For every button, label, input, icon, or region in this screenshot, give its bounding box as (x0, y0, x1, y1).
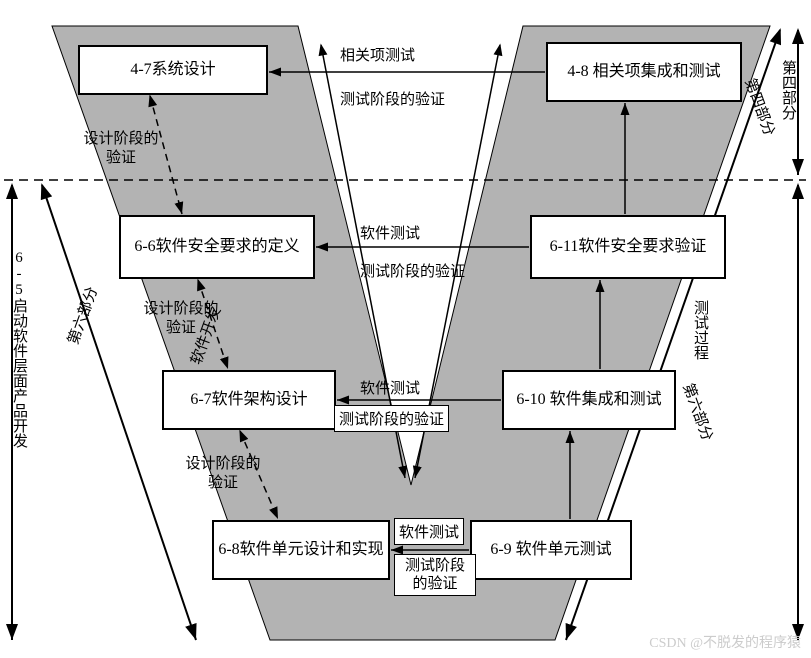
vlabel-right-upper: 第四部分 (778, 60, 799, 120)
edge-label-bottom: 测试阶段的验证 (334, 405, 449, 432)
node-6-6: 6-6软件安全要求的定义 (119, 215, 315, 279)
edge-label-bottom: 测试阶段的验证 (360, 260, 465, 281)
edge-label-bottom: 测试阶段的验证 (340, 88, 445, 109)
design-verify-label: 设计阶段的验证 (180, 455, 266, 493)
edge-label-top: 相关项测试 (340, 44, 415, 65)
watermark: CSDN @不脱发的程序猿 (649, 632, 801, 652)
edge-label-top: 软件测试 (394, 518, 464, 545)
edge-label-top: 软件测试 (360, 377, 420, 398)
diagram-canvas: 4-7系统设计 4-8 相关项集成和测试 6-6软件安全要求的定义 6-11软件… (0, 0, 811, 658)
edge-label-top: 软件测试 (360, 222, 420, 243)
design-verify-label: 设计阶段的验证 (78, 130, 164, 168)
vlabel-left-diag1: 第六部分 (62, 284, 102, 348)
node-6-9: 6-9 软件单元测试 (470, 520, 632, 580)
edge-label-bottom: 测试阶段的验证 (394, 554, 476, 596)
vlabel-right-inner: 测试过程 (690, 300, 711, 360)
vlabel-left-main: 6-5启动软件层面产品开发 (9, 250, 30, 448)
node-6-10: 6-10 软件集成和测试 (502, 370, 676, 430)
vlabel-right-lower-diag: 第六部分 (678, 380, 718, 444)
vlabel-right-upper-diag: 第四部分 (740, 75, 780, 139)
node-4-7: 4-7系统设计 (78, 45, 268, 95)
node-6-7: 6-7软件架构设计 (162, 370, 336, 430)
node-4-8: 4-8 相关项集成和测试 (546, 42, 742, 102)
node-6-8: 6-8软件单元设计和实现 (212, 520, 390, 580)
node-6-11: 6-11软件安全要求验证 (530, 215, 726, 279)
